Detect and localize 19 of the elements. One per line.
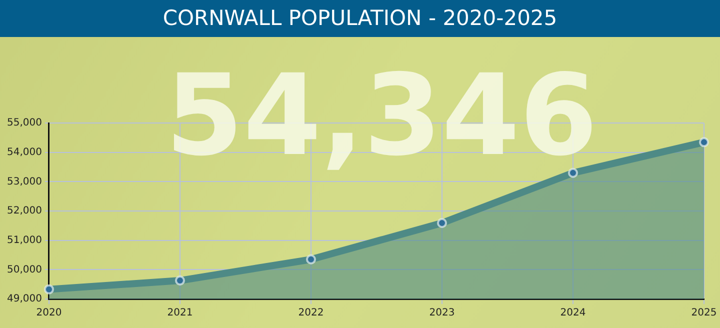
y-tick-label: 55,000 <box>6 118 42 129</box>
x-tick-label: 2022 <box>298 308 324 319</box>
point <box>174 276 185 286</box>
x-tick-label: 2024 <box>560 308 586 319</box>
y-tick-label: 50,000 <box>6 264 42 276</box>
point <box>436 218 447 228</box>
y-tick-label: 49,000 <box>6 294 42 305</box>
x-tick-label: 2023 <box>429 308 455 319</box>
x-tick-label: 2021 <box>167 308 193 319</box>
point <box>699 137 709 148</box>
chart-title: CORNWALL POPULATION - 2020-2025 <box>0 0 720 37</box>
y-tick-label: 52,000 <box>6 206 42 217</box>
point <box>44 284 54 294</box>
y-tick-label: 53,000 <box>6 176 42 188</box>
y-tick-label: 51,000 <box>6 234 42 246</box>
x-tick-label: 2020 <box>36 308 62 319</box>
y-tick-label: 54,000 <box>6 146 42 158</box>
x-tick-label: 2025 <box>691 308 717 319</box>
point <box>306 254 316 264</box>
